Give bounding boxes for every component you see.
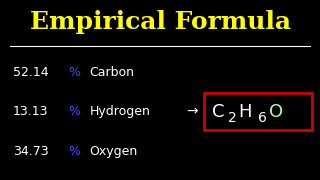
Text: 34.73: 34.73 xyxy=(13,145,48,158)
Text: H: H xyxy=(239,103,252,121)
Text: →: → xyxy=(186,105,198,119)
Text: Carbon: Carbon xyxy=(89,66,134,78)
Text: 6: 6 xyxy=(258,111,267,125)
Text: 13.13: 13.13 xyxy=(13,105,48,118)
FancyBboxPatch shape xyxy=(204,93,312,130)
Text: Hydrogen: Hydrogen xyxy=(89,105,150,118)
Text: Oxygen: Oxygen xyxy=(89,145,138,158)
Text: %: % xyxy=(68,145,80,158)
Text: O: O xyxy=(269,103,284,121)
Text: Empirical Formula: Empirical Formula xyxy=(29,10,291,34)
Text: %: % xyxy=(68,105,80,118)
Text: 2: 2 xyxy=(228,111,236,125)
Text: C: C xyxy=(212,103,224,121)
Text: 52.14: 52.14 xyxy=(13,66,48,78)
Text: %: % xyxy=(68,66,80,78)
